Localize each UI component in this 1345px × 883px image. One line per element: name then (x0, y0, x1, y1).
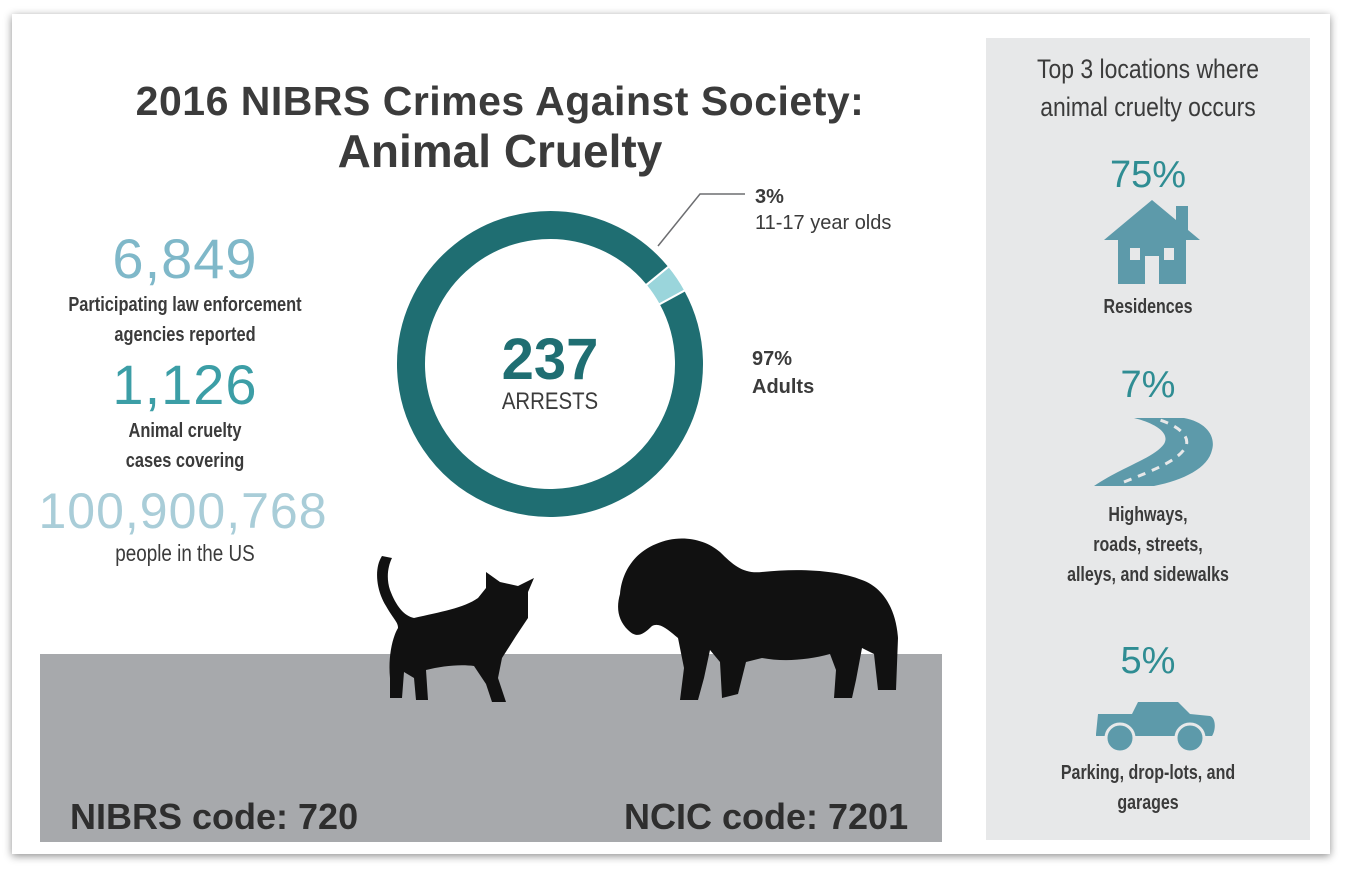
stat-agencies-label: Participating law enforcement agencies r… (58, 290, 312, 350)
youth-callout-line (657, 193, 745, 247)
donut-slice-adults (395, 210, 705, 519)
stat-population-value: 100,900,768 (38, 483, 328, 539)
sidebar-title-line-1: Top 3 locations where (1037, 54, 1259, 84)
ncic-code: NCIC code: 7201 (624, 796, 909, 837)
title-line-1: 2016 NIBRS Crimes Against Society: (135, 78, 865, 124)
dog-silhouette-icon (618, 538, 898, 700)
stat-cases-value: 1,126 (112, 353, 258, 416)
location-highways-label-line-2: roads, streets, (1093, 534, 1203, 556)
car-icon (1096, 702, 1215, 754)
adult-pct-label: 97% (752, 348, 793, 370)
sidebar-title-line-2: animal cruelty occurs (1040, 92, 1256, 122)
location-parking-label-line-2: garages (1117, 792, 1179, 814)
arrests-donut-chart (395, 210, 705, 519)
location-parking-pct: 5% (1120, 640, 1176, 682)
stat-population-label: people in the US (115, 540, 255, 566)
adult-series-label: Adults (752, 376, 815, 398)
location-residences-pct: 75% (1109, 154, 1187, 196)
location-parking-label-line-1: Parking, drop-lots, and (1060, 762, 1236, 784)
house-icon (1104, 200, 1200, 284)
location-highways-pct: 7% (1120, 364, 1176, 406)
stat-agencies-label-line-2: agencies reported (114, 324, 256, 346)
youth-pct-label: 3% (755, 186, 784, 208)
stat-cases-label: Animal cruelty cases covering (58, 416, 312, 476)
title-line-2: Animal Cruelty (337, 125, 663, 177)
nibrs-code: NIBRS code: 720 (70, 796, 359, 837)
stat-cases-label-line-1: Animal cruelty (128, 420, 242, 442)
cat-silhouette-icon (377, 556, 534, 702)
location-highways-label: Highways, roads, streets, alleys, and si… (1018, 500, 1277, 590)
road-icon (1094, 418, 1213, 486)
stat-agencies-label-line-1: Participating law enforcement (68, 294, 302, 316)
sidebar-title: Top 3 locations where animal cruelty occ… (1010, 50, 1285, 126)
youth-series-label: 11-17 year olds (755, 212, 892, 234)
location-highways-label-line-1: Highways, (1108, 504, 1188, 526)
donut-center-label: ARRESTS (501, 388, 599, 415)
donut-center-value: 237 (501, 327, 599, 392)
stat-cases-label-line-2: cases covering (125, 450, 245, 472)
stat-agencies-value: 6,849 (112, 227, 258, 290)
location-residences-label: Residences (1103, 296, 1193, 318)
location-parking-label: Parking, drop-lots, and garages (1018, 758, 1277, 818)
location-highways-label-line-3: alleys, and sidewalks (1067, 564, 1229, 586)
